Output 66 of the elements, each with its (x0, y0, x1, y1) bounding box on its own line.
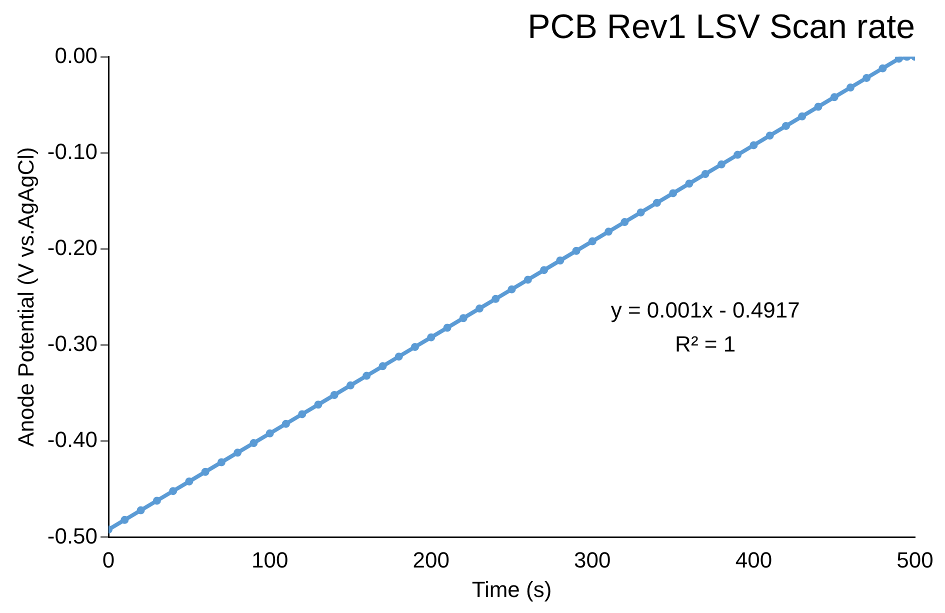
point (492, 294, 500, 303)
point (701, 170, 710, 178)
x-tick-label: 0 (102, 547, 115, 572)
annotation: y = 0.001x - 0.4917 (610, 297, 800, 322)
point (604, 228, 613, 236)
point (266, 429, 274, 438)
annotation: R² = 1 (675, 331, 736, 356)
point (459, 314, 468, 322)
y-tick-label: -0.40 (47, 427, 98, 452)
point (217, 458, 226, 466)
point (443, 324, 452, 332)
point (411, 342, 419, 351)
y-tick-label: -0.50 (47, 523, 98, 548)
x-tick-label: 500 (896, 547, 934, 572)
x-tick-label: 400 (735, 547, 772, 572)
point (330, 391, 338, 399)
point (734, 150, 742, 159)
point (766, 132, 774, 140)
point (185, 477, 194, 486)
point (120, 516, 129, 524)
point (862, 74, 871, 82)
chart-title: PCB Rev1 LSV Scan rate (528, 8, 915, 46)
x-tick-label: 300 (574, 547, 611, 572)
point (669, 189, 678, 198)
point (136, 506, 145, 514)
point (282, 420, 290, 428)
point (620, 218, 629, 226)
x-tick-label: 200 (412, 547, 450, 572)
point (250, 439, 258, 448)
point (894, 56, 903, 63)
point (572, 246, 580, 255)
point (427, 333, 436, 342)
point (798, 112, 806, 120)
point (169, 487, 178, 496)
point (314, 400, 322, 409)
y-axis-title: Anode Potential (V vs.AgAgCl) (13, 147, 38, 447)
point (636, 208, 645, 216)
point (378, 362, 387, 370)
y-tick-label: -0.30 (47, 331, 98, 356)
point (750, 141, 758, 150)
point (846, 84, 854, 92)
x-axis-title: Time (s) (472, 576, 552, 602)
point (152, 496, 161, 505)
y-tick-label: 0.00 (54, 42, 98, 68)
point (362, 372, 371, 380)
y-tick-label: -0.10 (47, 138, 98, 164)
y-tick-label: -0.20 (47, 235, 98, 260)
point (201, 468, 210, 476)
point (476, 304, 484, 313)
point (782, 122, 790, 130)
point (588, 237, 596, 246)
point (298, 410, 306, 418)
point (524, 276, 532, 284)
point (556, 256, 564, 264)
point (878, 64, 887, 72)
point (830, 93, 838, 102)
point (717, 160, 726, 168)
point (652, 198, 661, 207)
point (234, 448, 242, 457)
point (508, 285, 516, 294)
point (814, 102, 822, 111)
point (346, 381, 354, 390)
x-tick-label: 100 (251, 547, 288, 572)
point (394, 352, 403, 361)
point (540, 266, 548, 274)
point (685, 180, 694, 188)
